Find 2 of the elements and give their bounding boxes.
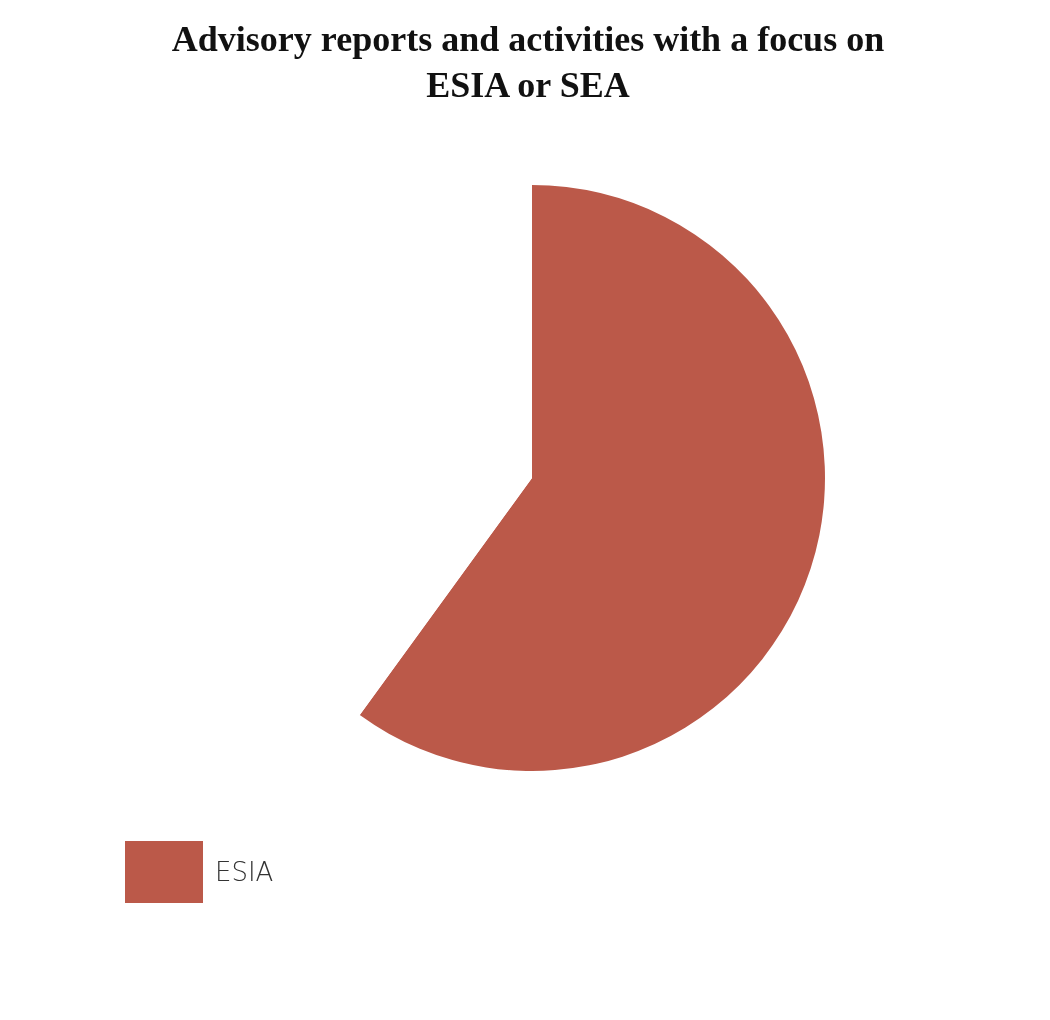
legend-label: ESIA (215, 857, 274, 887)
chart-title: Advisory reports and activities with a focus on ESIA or SEA (170, 18, 886, 107)
